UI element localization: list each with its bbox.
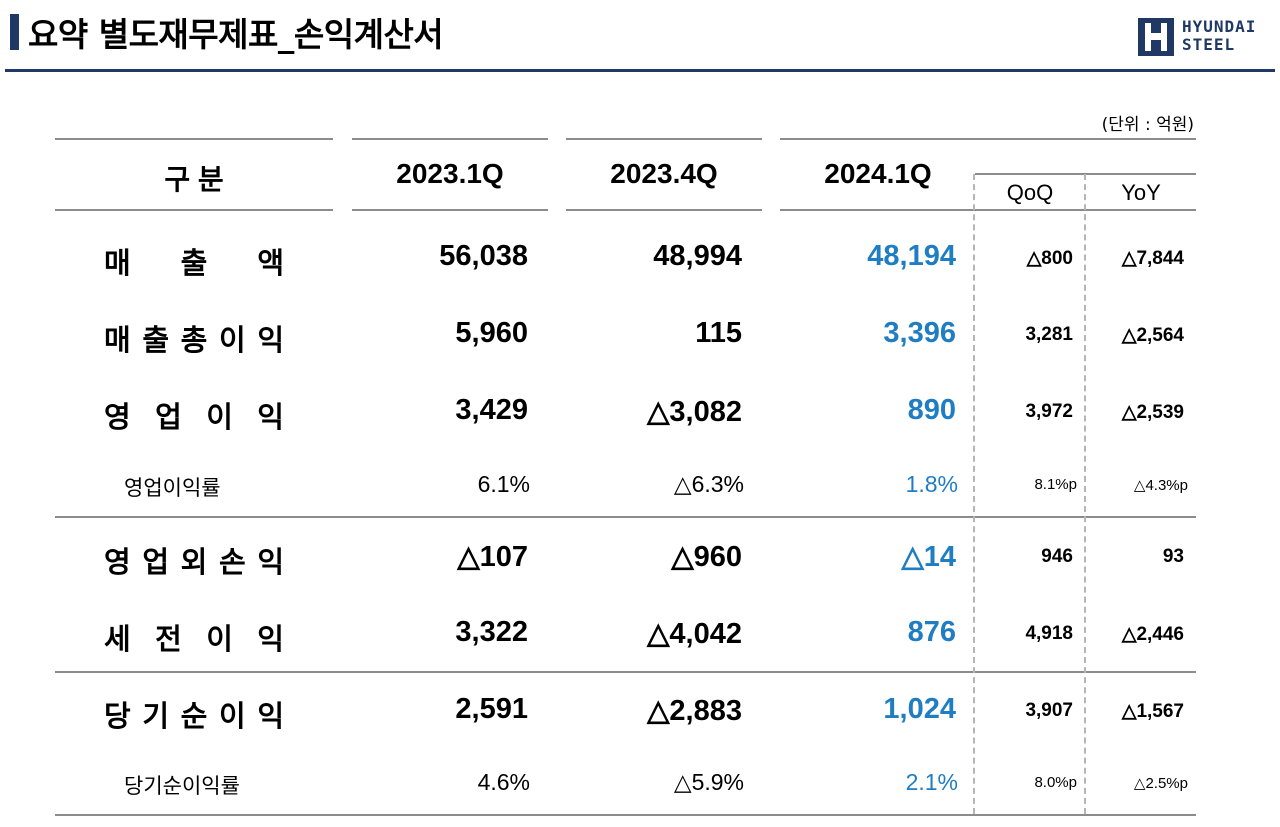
column-header-qoq: QoQ: [1006, 180, 1054, 205]
table-top-rule-col2: [566, 138, 762, 140]
table-top-rule-col3: [780, 138, 1196, 140]
header-bottom-rule-label: [55, 209, 333, 211]
net-margin-2023-4q: △5.9%: [673, 769, 744, 795]
hyundai-steel-logo-icon: [1138, 18, 1174, 56]
page-title: 요약 별도재무제표_손익계산서: [28, 15, 444, 54]
operating-margin-yoy: △4.3%p: [1133, 477, 1188, 494]
operating-margin-2023-4q: △6.3%: [673, 471, 744, 497]
column-header-category: 구 분: [164, 164, 224, 195]
operating-profit-qoq: 3,972: [1025, 401, 1073, 422]
pretax-profit-2024-1q: 876: [907, 616, 956, 648]
net-margin-yoy: △2.5%p: [1133, 775, 1188, 792]
non-operating-2023-1q: △107: [457, 541, 528, 573]
operating-profit-2024-1q: 890: [907, 394, 956, 426]
gross-profit-2023-1q: 5,960: [455, 317, 528, 349]
column-header-2023-4q: 2023.4Q: [610, 158, 718, 189]
table-top-rule-label: [55, 138, 333, 140]
pretax-profit-2023-4q: △4,042: [647, 618, 742, 650]
net-income-2024-1q: 1,024: [883, 693, 956, 725]
logo-line-1: HYUNDAI: [1182, 17, 1257, 36]
net-income-yoy: △1,567: [1121, 701, 1184, 722]
column-header-2023-1q: 2023.1Q: [396, 158, 504, 189]
pretax-profit-2023-1q: 3,322: [455, 616, 528, 648]
unit-note: (단위 : 억원): [1101, 115, 1194, 135]
table-top-rule-col1: [352, 138, 548, 140]
section-divider-2: [55, 671, 1196, 673]
revenue-qoq: △800: [1026, 248, 1073, 269]
net-income-2023-1q: 2,591: [455, 693, 528, 725]
row-label-operating-margin: 영업이익률: [124, 476, 221, 500]
operating-profit-yoy: △2,539: [1121, 402, 1184, 423]
net-margin-2023-1q: 4.6%: [477, 769, 530, 795]
operating-profit-2023-1q: 3,429: [455, 394, 528, 426]
net-margin-2024-1q: 2.1%: [905, 769, 958, 795]
section-divider-1: [55, 516, 1196, 518]
net-margin-qoq: 8.0%p: [1034, 774, 1077, 791]
gross-profit-2024-1q: 3,396: [883, 317, 956, 349]
non-operating-yoy: 93: [1162, 546, 1184, 567]
logo-wordmark: HYUNDAI STEEL: [1182, 18, 1256, 54]
header-bottom-rule-col1: [352, 209, 548, 211]
column-header-yoy: YoY: [1121, 180, 1161, 205]
logo-line-2: STEEL: [1182, 35, 1236, 54]
row-label-net-margin: 당기순이익률: [124, 774, 240, 798]
header-bottom-rule-col3: [780, 209, 1196, 211]
hyundai-steel-logo: HYUNDAI STEEL: [1138, 16, 1278, 58]
qoq-left-separator: [973, 174, 975, 814]
gross-profit-qoq: 3,281: [1025, 324, 1073, 345]
title-accent-bar: [10, 14, 19, 50]
gross-profit-yoy: △2,564: [1121, 325, 1184, 346]
revenue-2024-1q: 48,194: [867, 240, 956, 272]
gross-profit-2023-4q: 115: [695, 317, 742, 349]
operating-margin-2024-1q: 1.8%: [905, 471, 958, 497]
operating-profit-2023-4q: △3,082: [647, 396, 742, 428]
table-bottom-rule: [55, 814, 1196, 816]
yoy-left-separator: [1084, 174, 1086, 814]
pretax-profit-yoy: △2,446: [1121, 624, 1184, 645]
non-operating-2024-1q: △14: [901, 541, 956, 573]
non-operating-2023-4q: △960: [671, 541, 742, 573]
header-bottom-rule-col2: [566, 209, 762, 211]
operating-margin-2023-1q: 6.1%: [477, 471, 530, 497]
column-header-2024-1q: 2024.1Q: [824, 158, 932, 189]
revenue-2023-4q: 48,994: [653, 240, 742, 272]
net-income-2023-4q: △2,883: [647, 695, 742, 727]
operating-margin-qoq: 8.1%p: [1034, 476, 1077, 493]
net-income-qoq: 3,907: [1025, 700, 1073, 721]
revenue-yoy: △7,844: [1121, 248, 1184, 269]
header-divider: [5, 69, 1275, 72]
revenue-2023-1q: 56,038: [439, 240, 528, 272]
non-operating-qoq: 946: [1041, 546, 1073, 567]
pretax-profit-qoq: 4,918: [1025, 623, 1073, 644]
